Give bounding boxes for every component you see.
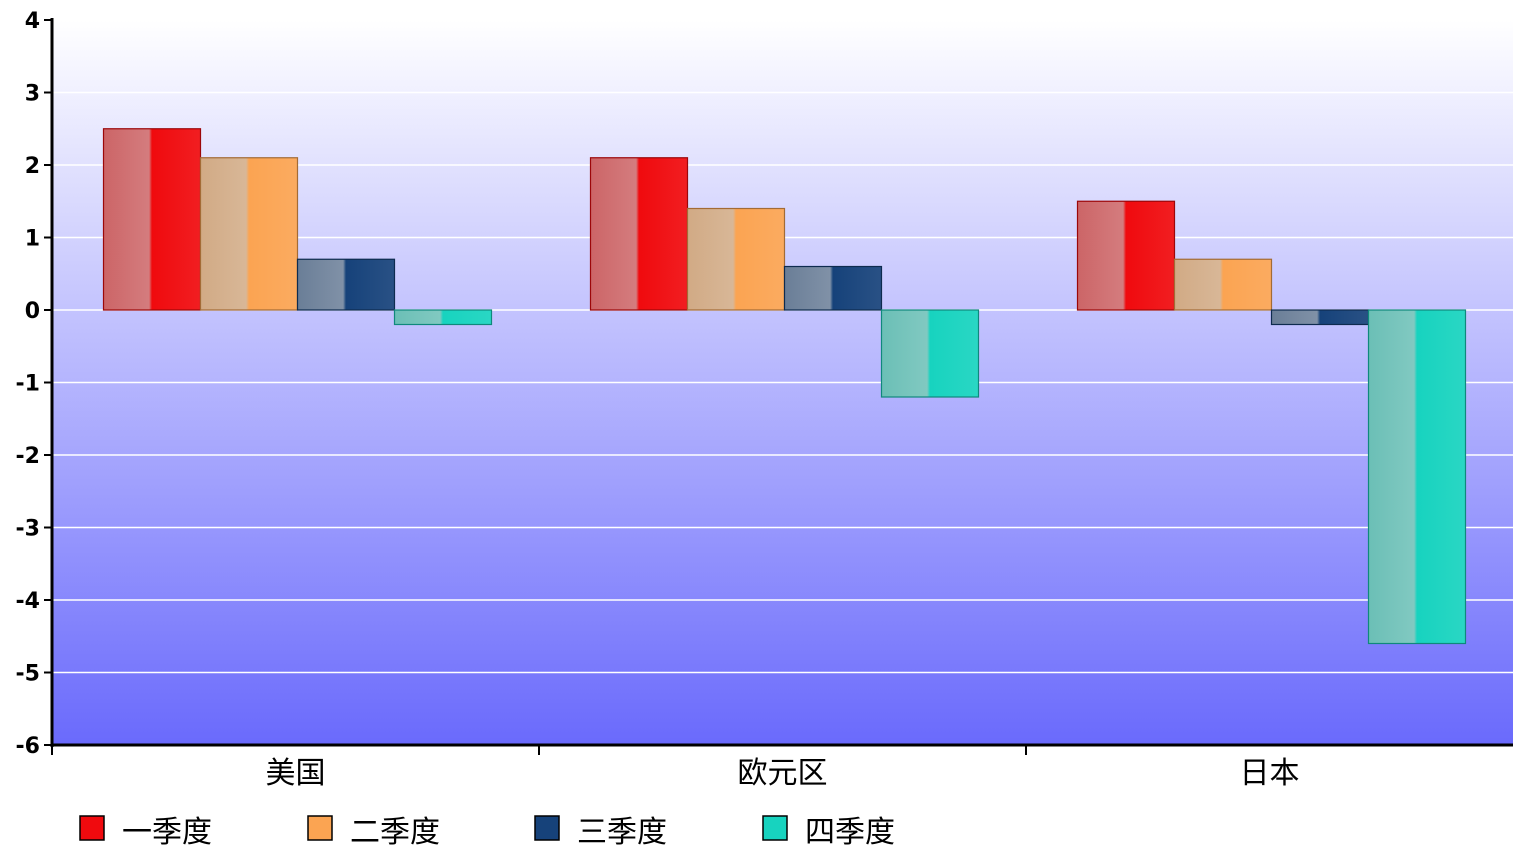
bar <box>296 258 396 311</box>
legend-swatch <box>79 815 105 841</box>
bar <box>1270 309 1370 326</box>
y-tick-label: 3 <box>25 82 40 107</box>
y-tick-label: -2 <box>16 444 40 469</box>
y-tick-label: 4 <box>25 9 40 34</box>
legend: 一季度 二季度 三季度 四季度 <box>79 815 895 850</box>
y-tick-label: -1 <box>16 372 40 397</box>
legend-swatch <box>307 815 333 841</box>
bar <box>589 157 689 311</box>
y-tick-label: -3 <box>16 517 40 542</box>
legend-label: 三季度 <box>577 815 667 850</box>
bar <box>393 309 493 326</box>
legend-swatch <box>534 815 560 841</box>
x-tick-label: 欧元区 <box>738 756 828 791</box>
bar <box>1076 200 1176 311</box>
y-tick-label: -4 <box>16 589 40 614</box>
bars <box>102 128 1467 645</box>
x-tick-label: 美国 <box>266 756 326 791</box>
y-tick-label: -6 <box>16 734 40 759</box>
legend-label: 一季度 <box>122 815 212 850</box>
y-tick-label: 1 <box>25 227 40 252</box>
legend-swatch <box>762 815 788 841</box>
legend-label: 四季度 <box>805 815 895 850</box>
bar <box>1367 309 1467 645</box>
bar <box>880 309 980 398</box>
y-axis-tick-labels: 4 3 2 1 0 -1 -2 -3 -4 -5 -6 <box>16 9 40 759</box>
y-tick-label: 0 <box>25 299 40 324</box>
legend-label: 二季度 <box>350 815 440 850</box>
y-tick-label: -5 <box>16 662 40 687</box>
bar <box>1173 258 1273 311</box>
bar <box>102 128 202 311</box>
bar <box>199 157 299 311</box>
bar <box>783 265 883 311</box>
axes <box>44 18 1513 755</box>
y-tick-label: 2 <box>25 154 40 179</box>
x-axis-tick-labels: 美国 欧元区 日本 <box>266 756 1300 791</box>
x-tick-label: 日本 <box>1240 756 1300 791</box>
bar <box>686 207 786 311</box>
